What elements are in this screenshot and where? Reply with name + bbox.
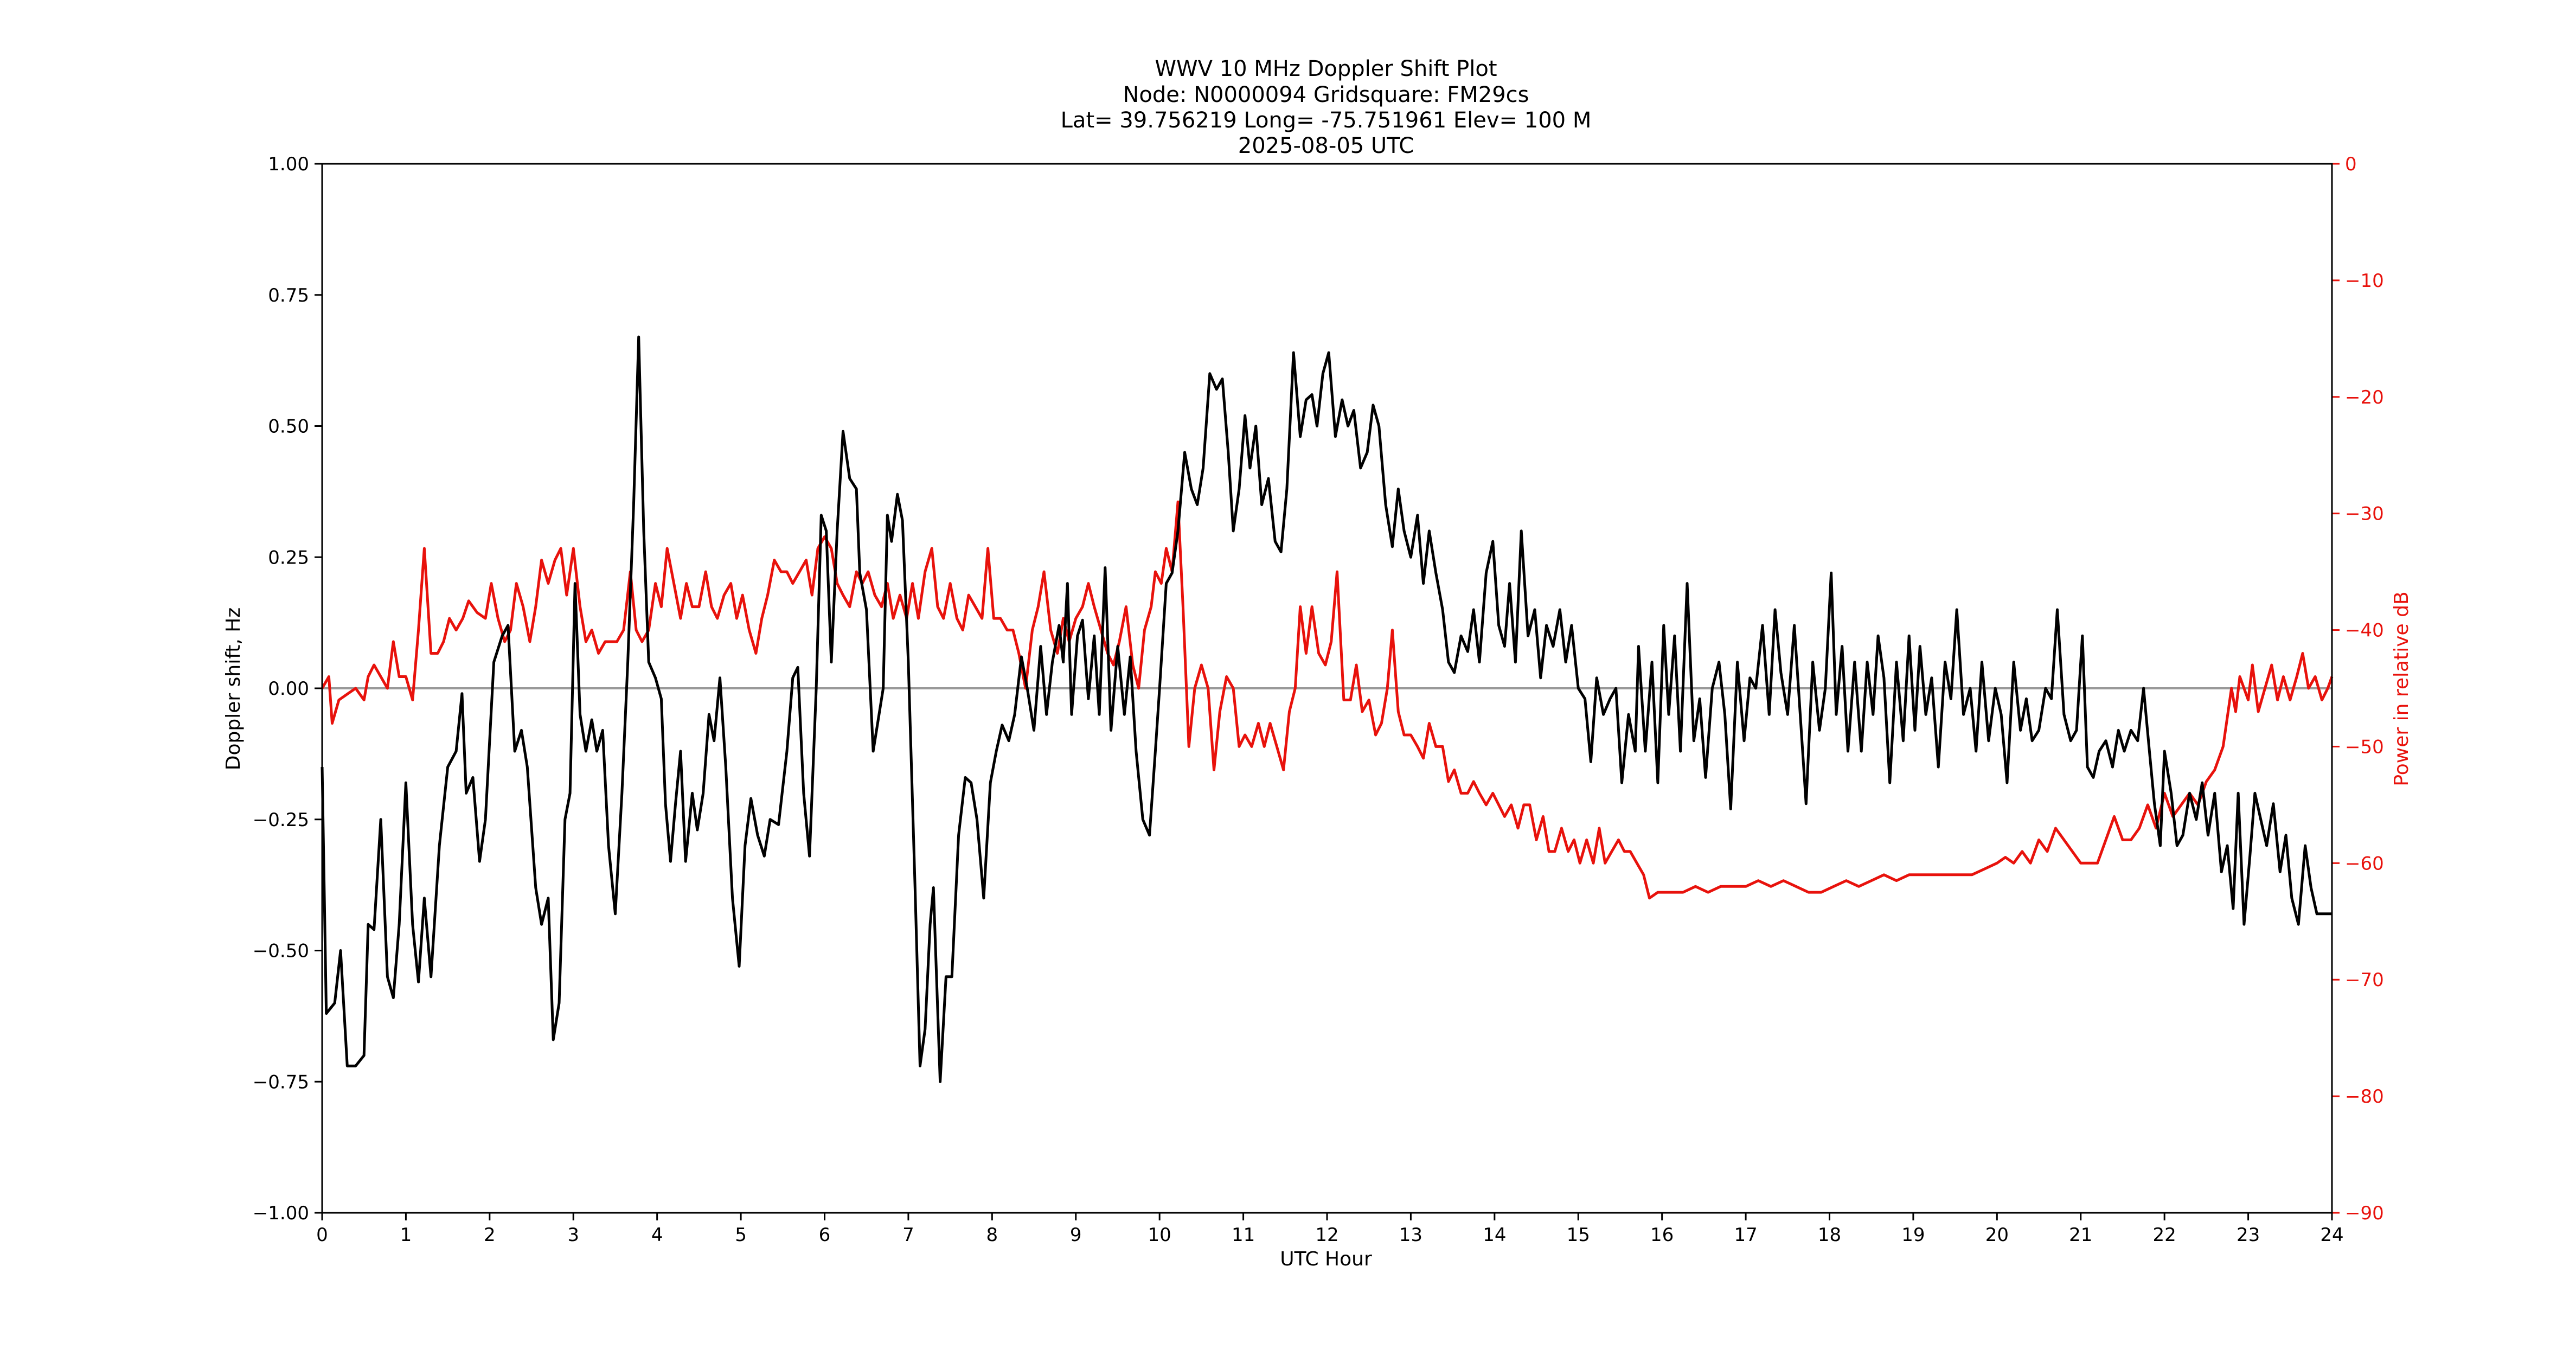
title-line-3: Lat= 39.756219 Long= -75.751961 Elev= 10… bbox=[1061, 108, 1592, 133]
chart-title: WWV 10 MHz Doppler Shift Plot Node: N000… bbox=[1061, 56, 1592, 158]
x-tick-label: 9 bbox=[1070, 1224, 1082, 1246]
x-tick-label: 7 bbox=[902, 1224, 914, 1246]
x-tick-label: 19 bbox=[1901, 1224, 1925, 1246]
y2-tick-label: −60 bbox=[2345, 853, 2384, 874]
x-tick-label: 22 bbox=[2153, 1224, 2176, 1246]
power-series-line bbox=[321, 500, 2334, 900]
x-tick-label: 2 bbox=[484, 1224, 496, 1246]
left-axis-ticks: 1.00 0.75 0.50 0.25 0.00 −0.25 −0.50 −0.75 −1.00 bbox=[253, 153, 322, 1224]
y-axis-label: Doppler shift, Hz bbox=[222, 607, 245, 770]
y2-tick-label: −10 bbox=[2345, 270, 2384, 292]
x-axis-label: UTC Hour bbox=[1280, 1248, 1372, 1270]
x-tick-label: 11 bbox=[1232, 1224, 1255, 1246]
y-tick-label: 0.00 bbox=[268, 678, 309, 700]
x-tick-label: 14 bbox=[1483, 1224, 1506, 1246]
y2-tick-label: −30 bbox=[2345, 503, 2384, 525]
title-line-1: WWV 10 MHz Doppler Shift Plot bbox=[1155, 56, 1497, 81]
right-axis-ticks: 0 −10 −20 −30 −40 −50 −60 −70 −80 −90 bbox=[2332, 153, 2384, 1224]
y2-tick-label: −50 bbox=[2345, 736, 2384, 758]
y-tick-label: 0.75 bbox=[268, 285, 309, 306]
x-tick-label: 17 bbox=[1734, 1224, 1757, 1246]
x-tick-label: 16 bbox=[1650, 1224, 1674, 1246]
y-tick-label: −1.00 bbox=[253, 1203, 309, 1224]
x-tick-label: 0 bbox=[316, 1224, 328, 1246]
x-axis-ticks: 0 1 2 3 4 5 6 7 8 9 10 11 12 13 14 15 16 17 18 19 20 21 22 23 24 bbox=[316, 1213, 2344, 1246]
x-tick-label: 13 bbox=[1399, 1224, 1422, 1246]
y2-tick-label: 0 bbox=[2345, 153, 2357, 175]
x-tick-label: 6 bbox=[819, 1224, 831, 1246]
y2-tick-label: −90 bbox=[2345, 1203, 2384, 1224]
x-tick-label: 24 bbox=[2320, 1224, 2343, 1246]
x-tick-label: 15 bbox=[1567, 1224, 1590, 1246]
x-tick-label: 12 bbox=[1315, 1224, 1338, 1246]
y2-tick-label: −70 bbox=[2345, 969, 2384, 991]
doppler-series-line bbox=[321, 335, 2332, 1083]
x-tick-label: 20 bbox=[1985, 1224, 2009, 1246]
x-tick-label: 5 bbox=[735, 1224, 747, 1246]
y-tick-label: −0.50 bbox=[253, 941, 309, 962]
x-tick-label: 23 bbox=[2237, 1224, 2260, 1246]
x-tick-label: 4 bbox=[651, 1224, 663, 1246]
x-tick-label: 1 bbox=[400, 1224, 412, 1246]
y-tick-label: 0.50 bbox=[268, 416, 309, 438]
y2-tick-label: −40 bbox=[2345, 620, 2384, 642]
x-tick-label: 21 bbox=[2069, 1224, 2092, 1246]
y-tick-label: −0.75 bbox=[253, 1071, 309, 1093]
y-tick-label: −0.25 bbox=[253, 809, 309, 831]
title-line-4: 2025-08-05 UTC bbox=[1238, 133, 1414, 158]
y2-axis-label: Power in relative dB bbox=[2391, 591, 2413, 786]
y-tick-label: 1.00 bbox=[268, 153, 309, 175]
x-tick-label: 3 bbox=[567, 1224, 579, 1246]
x-tick-label: 8 bbox=[986, 1224, 998, 1246]
y2-tick-label: −20 bbox=[2345, 387, 2384, 408]
y-tick-label: 0.25 bbox=[268, 547, 309, 568]
title-line-2: Node: N0000094 Gridsquare: FM29cs bbox=[1123, 82, 1529, 107]
x-tick-label: 10 bbox=[1148, 1224, 1171, 1246]
plot-frame bbox=[321, 163, 2333, 1214]
x-tick-label: 18 bbox=[1818, 1224, 1841, 1246]
y2-tick-label: −80 bbox=[2345, 1086, 2384, 1108]
